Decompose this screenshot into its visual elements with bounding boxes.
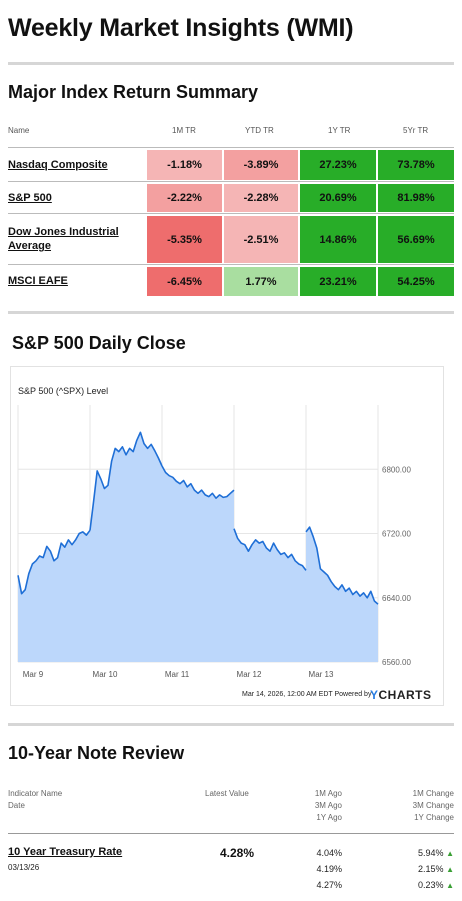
index-link-msci-eafe[interactable]: MSCI EAFE xyxy=(8,275,68,287)
change-3m: 2.15% ▲ xyxy=(418,863,454,876)
ago-3m-value: 4.19% xyxy=(316,864,342,874)
section-divider xyxy=(8,311,454,314)
cell-5y: 56.69% xyxy=(378,216,454,263)
ycharts-logo-y: Y xyxy=(370,688,379,702)
cell-1m: -6.45% xyxy=(147,267,222,296)
up-arrow-icon: ▲ xyxy=(446,865,454,874)
index-link-nasdaq[interactable]: Nasdaq Composite xyxy=(8,159,108,171)
treasury-latest-value: 4.28% xyxy=(220,846,255,860)
index-link-dow[interactable]: Dow Jones Industrial Average xyxy=(8,225,119,253)
treasury-section-title: 10-Year Note Review xyxy=(8,743,185,763)
cell-1y: 27.23% xyxy=(300,150,376,180)
chart-timestamp: Mar 14, 2026, 12:00 AM EDT Powered by xyxy=(242,691,372,698)
head-change-1m: 1M Change xyxy=(412,789,454,798)
change-1y: 0.23% ▲ xyxy=(418,879,454,892)
cell-1m: -1.18% xyxy=(147,150,222,180)
page-title: Weekly Market Insights (WMI) xyxy=(8,14,354,42)
index-name-line1: Dow Jones Industrial xyxy=(8,226,119,238)
title-divider xyxy=(8,62,454,65)
col-name: Name xyxy=(8,126,30,135)
treasury-rate-link[interactable]: 10 Year Treasury Rate xyxy=(8,846,123,858)
change-3m-value: 2.15% xyxy=(418,864,444,874)
chart-frame xyxy=(10,366,444,706)
change-1y-value: 0.23% xyxy=(418,880,444,890)
ycharts-logo[interactable]: YCHARTS xyxy=(370,688,432,702)
section-divider xyxy=(8,723,454,726)
head-change-3m: 3M Change xyxy=(412,801,454,810)
cell-5y: 73.78% xyxy=(378,150,454,180)
up-arrow-icon: ▲ xyxy=(446,881,454,890)
col-5y: 5Yr TR xyxy=(403,126,429,135)
row-divider xyxy=(8,264,454,265)
treasury-date: 03/13/26 xyxy=(8,863,40,872)
change-1m: 5.94% ▲ xyxy=(418,847,454,860)
up-arrow-icon: ▲ xyxy=(446,849,454,858)
index-section-title: Major Index Return Summary xyxy=(8,82,259,102)
ycharts-logo-text: CHARTS xyxy=(378,688,432,702)
cell-5y: 81.98% xyxy=(378,184,454,212)
row-divider xyxy=(8,181,454,182)
index-name-line2: Average xyxy=(8,240,52,252)
cell-1m: -5.35% xyxy=(147,216,222,263)
index-link-sp500[interactable]: S&P 500 xyxy=(8,192,52,204)
table-row: Dow Jones Industrial Average -5.35% -2.5… xyxy=(8,216,454,263)
chart-section-title: S&P 500 Daily Close xyxy=(12,333,186,353)
head-change-1y: 1Y Change xyxy=(414,813,454,822)
head-ago-3m: 3M Ago xyxy=(314,801,342,810)
cell-1y: 20.69% xyxy=(300,184,376,212)
cell-1y: 14.86% xyxy=(300,216,376,263)
head-indicator: Indicator Name xyxy=(8,789,63,798)
treasury-header-divider xyxy=(8,833,454,834)
head-latest: Latest Value xyxy=(205,789,249,798)
row-divider xyxy=(8,213,454,214)
header-divider xyxy=(8,147,454,148)
head-date: Date xyxy=(8,801,25,810)
cell-1m: -2.22% xyxy=(147,184,222,212)
cell-ytd: -2.51% xyxy=(224,216,298,263)
cell-1y: 23.21% xyxy=(300,267,376,296)
col-1m: 1M TR xyxy=(172,126,196,135)
col-ytd: YTD TR xyxy=(245,126,274,135)
change-1m-value: 5.94% xyxy=(418,848,444,858)
table-row: Nasdaq Composite -1.18% -3.89% 27.23% 73… xyxy=(8,150,454,180)
col-1y: 1Y TR xyxy=(328,126,351,135)
chart-series-label: S&P 500 (^SPX) Level xyxy=(18,386,109,396)
table-row: S&P 500 -2.22% -2.28% 20.69% 81.98% xyxy=(8,184,454,212)
head-ago-1m: 1M Ago xyxy=(314,789,342,798)
cell-ytd: 1.77% xyxy=(224,267,298,296)
head-ago-1y: 1Y Ago xyxy=(316,813,342,822)
table-row: MSCI EAFE -6.45% 1.77% 23.21% 54.25% xyxy=(8,267,454,296)
ago-1y-value: 4.27% xyxy=(316,880,342,890)
index-table-header: Name 1M TR YTD TR 1Y TR 5Yr TR xyxy=(8,126,454,138)
cell-5y: 54.25% xyxy=(378,267,454,296)
ago-1m-value: 4.04% xyxy=(316,848,342,858)
cell-ytd: -3.89% xyxy=(224,150,298,180)
cell-ytd: -2.28% xyxy=(224,184,298,212)
